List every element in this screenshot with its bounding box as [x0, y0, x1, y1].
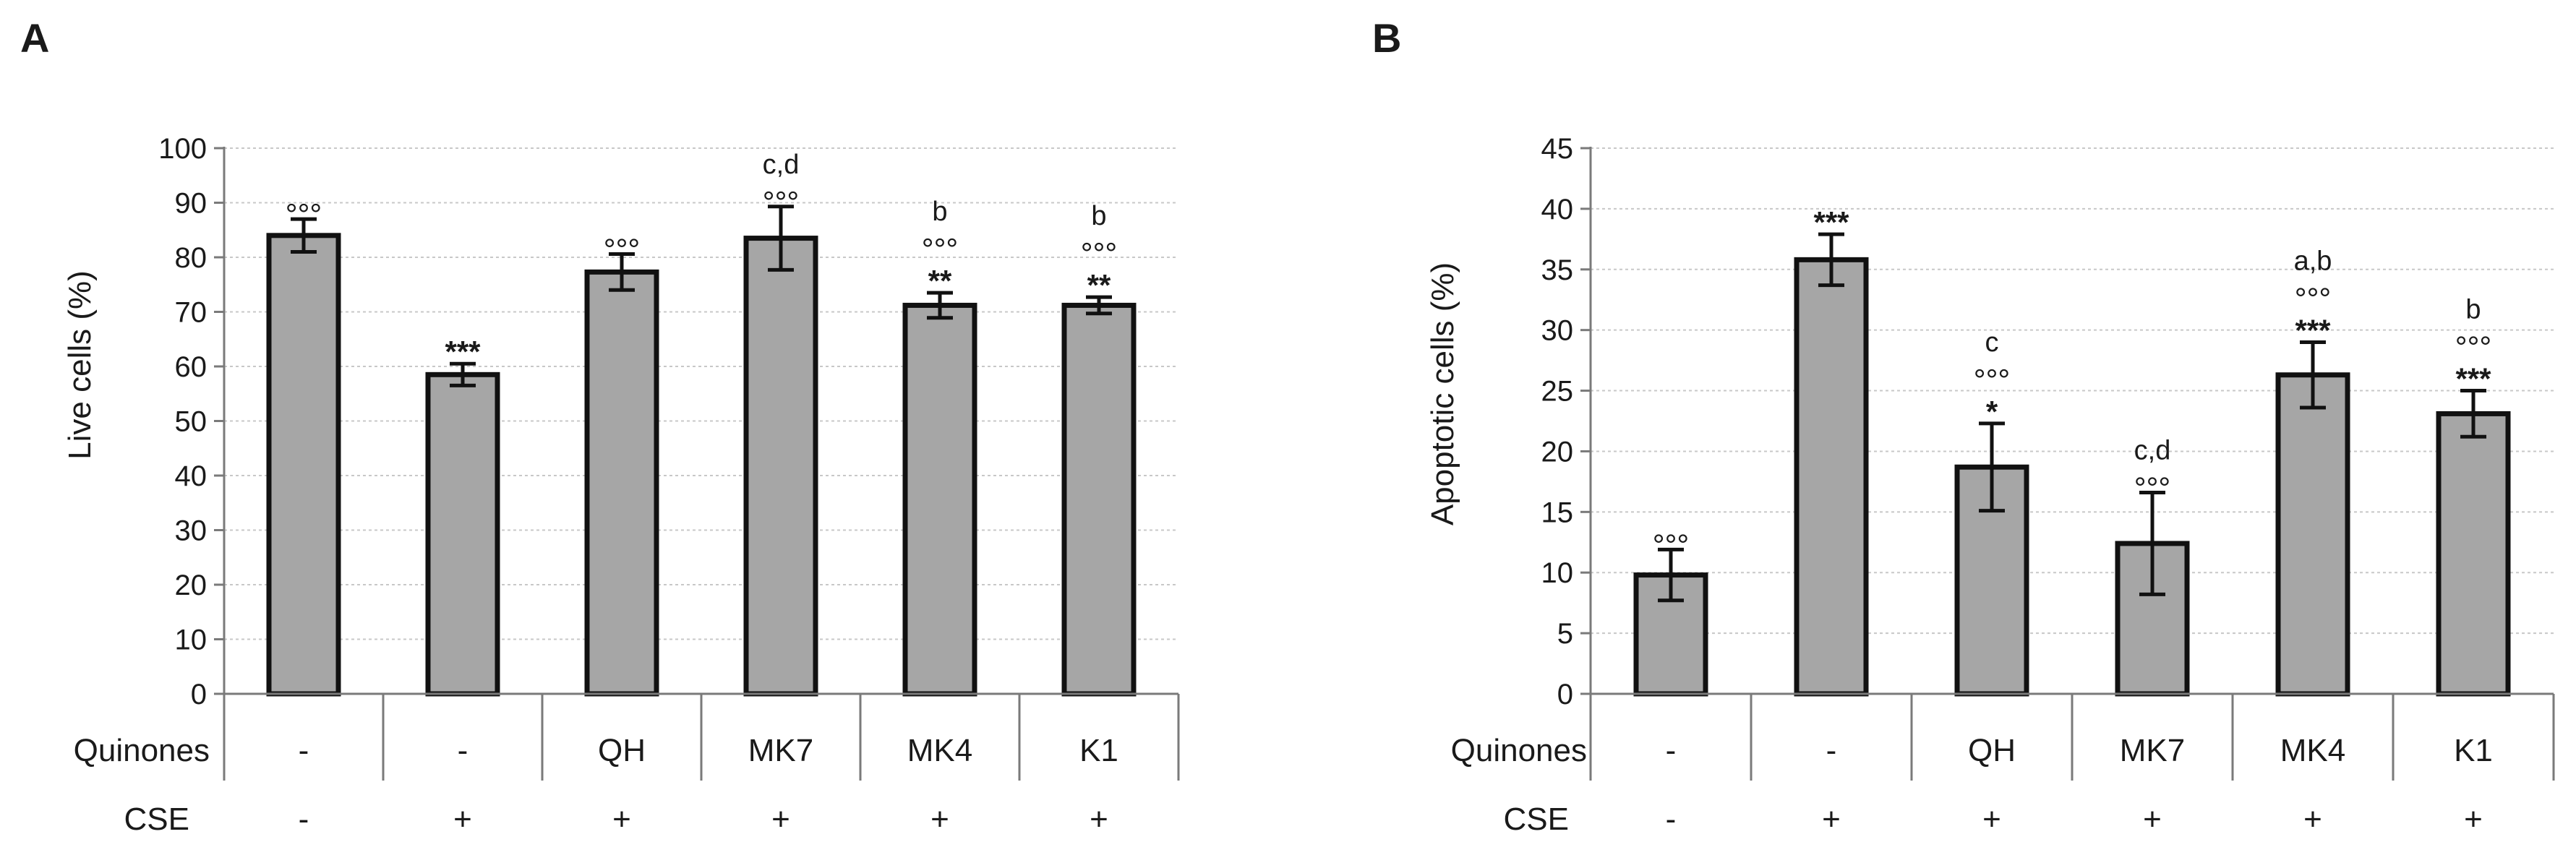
- panel-a-letter: A: [20, 15, 49, 61]
- panel-a-quinone-label-1: -: [299, 733, 309, 768]
- panel-b-y-tick-label: 0: [1557, 679, 1573, 710]
- panel-a-quinone-label-5: MK4: [907, 733, 972, 768]
- panel-a-bar-2: [425, 371, 500, 697]
- panel-b-quinone-label-2: -: [1826, 733, 1837, 768]
- panel-a-quinone-label-3: QH: [598, 733, 646, 768]
- panel-b-bar-2: [1794, 257, 1869, 697]
- panel-b-significance-circles-1: °°°: [1653, 528, 1689, 562]
- panel-a-bar-5: [902, 302, 977, 697]
- panel-a-y-tick-label: 10: [175, 624, 207, 656]
- panel-a-y-axis-label: Live cells (%): [62, 270, 98, 460]
- panel-b-significance-stars-2: ***: [1813, 205, 1849, 239]
- panel-b-significance-letters-6: b: [2465, 295, 2481, 325]
- panel-b-y-tick-label: 15: [1541, 497, 1574, 528]
- panel-a-y-tick-label: 80: [175, 242, 207, 274]
- panel-b-cse-label-5: +: [2303, 802, 2322, 837]
- panel-b-cse-label-3: +: [1982, 802, 2001, 837]
- panel-a-y-tick-label: 20: [175, 570, 207, 601]
- panel-b-quinones-row-label: Quinones: [1451, 733, 1587, 768]
- panel-a-y-tick-label: 70: [175, 297, 207, 329]
- panel-a-significance-circles-1: °°°: [286, 197, 322, 231]
- panel-a-y-tick-label: 0: [191, 679, 207, 710]
- panel-a-cse-row-label: CSE: [124, 802, 189, 837]
- panel-a-y-tick-label: 50: [175, 406, 207, 438]
- panel-b-quinone-label-3: QH: [1968, 733, 2016, 768]
- panel-b-y-tick-label: 35: [1541, 254, 1574, 286]
- panel-b-significance-circles-3: °°°: [1974, 363, 2010, 397]
- panel-b-y-axis-label: Apoptotic cells (%): [1425, 262, 1460, 525]
- panel-a-significance-letters-6: b: [1091, 201, 1106, 231]
- panel-a-quinones-row-label: Quinones: [74, 733, 210, 768]
- panel-b-cse-label-4: +: [2143, 802, 2162, 837]
- panel-a-bar-1: [266, 233, 341, 697]
- panel-a-significance-circles-6: °°°: [1081, 236, 1117, 270]
- panel-b-cse-label-1: -: [1666, 802, 1677, 837]
- panel-b-quinone-label-1: -: [1666, 733, 1677, 768]
- panel-b-letter: B: [1372, 15, 1401, 61]
- panel-a-significance-stars-6: **: [1087, 268, 1111, 302]
- panel-b-significance-letters-4: c,d: [2134, 435, 2171, 465]
- panel-a-quinone-label-6: K1: [1079, 733, 1118, 768]
- panel-a-significance-stars-2: ***: [445, 335, 481, 369]
- panel-a-y-tick-label: 40: [175, 460, 207, 492]
- panel-a-cse-label-1: -: [299, 802, 309, 837]
- panel-b-significance-stars-3: *: [1986, 395, 1998, 429]
- panel-a-significance-stars-5: **: [928, 264, 952, 298]
- panel-b-y-tick-label: 45: [1541, 133, 1574, 165]
- panel-a-significance-circles-3: °°°: [604, 232, 640, 266]
- panel-a-quinone-label-2: -: [458, 733, 468, 768]
- panel-a-cse-label-4: +: [771, 802, 790, 837]
- panel-a-bar-6: [1061, 302, 1137, 697]
- panel-b-cse-label-2: +: [1822, 802, 1841, 837]
- panel-b-significance-stars-6: ***: [2455, 362, 2491, 396]
- panel-a-cse-label-3: +: [612, 802, 631, 837]
- panel-b: B Apoptotic cells (%) Quinones CSE 0 5 10 1…: [1372, 15, 2555, 837]
- panel-a-quinone-label-4: MK7: [748, 733, 813, 768]
- panel-a-significance-circles-5: °°°: [922, 232, 958, 266]
- panel-a-y-tick-label: 90: [175, 188, 207, 220]
- panel-b-y-tick-label: 10: [1541, 557, 1574, 589]
- panel-b-significance-circles-5: °°°: [2295, 281, 2331, 315]
- panel-b-significance-circles-6: °°°: [2455, 330, 2491, 364]
- panel-a-y-tick-label: 60: [175, 351, 207, 383]
- panel-a-cse-label-2: +: [453, 802, 472, 837]
- panel-b-y-tick-label: 20: [1541, 436, 1574, 468]
- panel-a-cse-label-5: +: [930, 802, 949, 837]
- panel-b-significance-circles-4: °°°: [2134, 471, 2170, 504]
- panel-b-cse-row-label: CSE: [1504, 802, 1569, 837]
- panel-b-quinone-label-4: MK7: [2120, 733, 2185, 768]
- panel-b-bar-6: [2436, 411, 2511, 697]
- panel-b-y-tick-label: 30: [1541, 315, 1574, 347]
- panel-b-cse-label-6: +: [2464, 802, 2483, 837]
- panel-a-significance-letters-4: c,d: [763, 150, 800, 180]
- panel-a-y-tick-label: 100: [158, 133, 207, 165]
- panel-b-quinone-label-6: K1: [2454, 733, 2493, 768]
- panel-a-significance-letters-5: b: [932, 197, 947, 227]
- panel-b-significance-letters-3: c: [1985, 327, 1999, 358]
- panel-b-bar-5: [2275, 372, 2350, 697]
- panel-a: A Live cells (%) Quinones CSE 0 10 20 30 40 5…: [20, 15, 1180, 837]
- panel-a-bar-4: [743, 236, 818, 697]
- panel-b-significance-stars-5: ***: [2295, 313, 2331, 347]
- panel-b-y-tick-label: 5: [1557, 618, 1573, 650]
- panel-b-y-tick-label: 25: [1541, 376, 1574, 408]
- panel-a-y-tick-label: 30: [175, 515, 207, 547]
- panel-b-y-tick-label: 40: [1541, 194, 1574, 225]
- panel-b-significance-letters-5: a,b: [2294, 246, 2332, 276]
- panel-a-cse-label-6: +: [1090, 802, 1108, 837]
- panel-a-significance-circles-4: °°°: [763, 185, 799, 219]
- panel-b-quinone-label-5: MK4: [2280, 733, 2345, 768]
- panel-a-bar-3: [584, 269, 659, 697]
